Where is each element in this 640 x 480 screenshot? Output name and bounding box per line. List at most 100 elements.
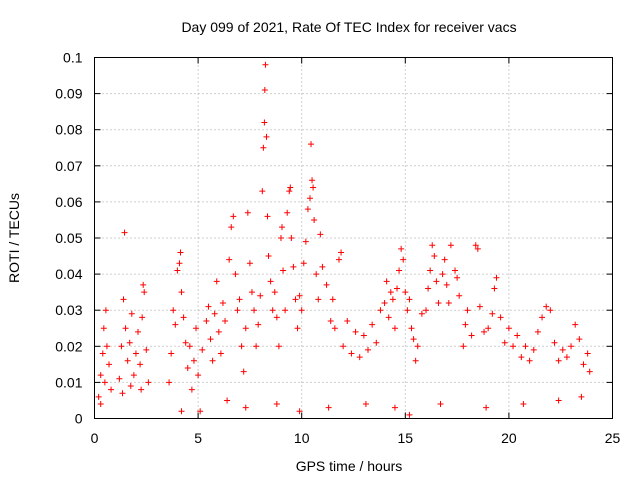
data-point: [309, 177, 316, 184]
data-point: [261, 86, 268, 93]
data-point: [184, 364, 191, 371]
data-point: [298, 307, 305, 314]
data-point: [182, 339, 189, 346]
data-point: [236, 296, 243, 303]
data-point: [118, 343, 125, 350]
data-point: [319, 263, 326, 270]
data-point: [408, 325, 415, 332]
data-point: [145, 379, 152, 386]
data-point: [178, 289, 185, 296]
data-point: [435, 299, 442, 306]
data-point: [402, 289, 409, 296]
data-point: [95, 393, 102, 400]
data-point: [143, 346, 150, 353]
data-point: [255, 321, 262, 328]
data-point: [539, 314, 546, 321]
data-point: [119, 390, 126, 397]
data-point: [383, 278, 390, 285]
data-point: [101, 379, 108, 386]
data-point: [410, 336, 417, 343]
data-point: [464, 307, 471, 314]
data-point: [586, 368, 593, 375]
data-point: [389, 296, 396, 303]
x-tick-label: 10: [294, 430, 310, 446]
y-tick-label: 0.04: [55, 266, 82, 282]
data-point: [177, 249, 184, 256]
data-point: [217, 350, 224, 357]
data-point: [518, 354, 525, 361]
data-point: [559, 346, 566, 353]
data-point: [240, 368, 247, 375]
data-point: [425, 285, 432, 292]
data-point: [296, 408, 303, 415]
data-point: [263, 133, 270, 140]
data-point: [302, 238, 309, 245]
data-point: [126, 339, 133, 346]
y-axis-title: ROTI / TECUs: [6, 193, 22, 283]
data-point: [137, 361, 144, 368]
data-point: [205, 303, 212, 310]
data-point: [284, 209, 291, 216]
data-point: [176, 260, 183, 267]
data-point: [391, 404, 398, 411]
data-point: [578, 393, 585, 400]
data-point: [277, 235, 284, 241]
data-point: [253, 343, 260, 350]
data-point: [323, 281, 330, 288]
x-tick-label: 20: [501, 430, 517, 446]
data-point: [296, 292, 303, 299]
data-point: [369, 321, 376, 328]
data-point: [271, 289, 278, 296]
data-point: [338, 249, 345, 256]
data-point: [462, 321, 469, 328]
data-point: [130, 372, 137, 379]
y-tick-label: 0.09: [55, 86, 82, 102]
data-point: [530, 346, 537, 353]
data-point: [547, 307, 554, 314]
y-tick-label: 0.07: [55, 158, 82, 174]
data-point: [269, 307, 276, 314]
x-tick-label: 15: [398, 430, 414, 446]
data-point: [385, 314, 392, 321]
data-point: [132, 350, 139, 357]
x-axis-title: GPS time / hours: [296, 458, 403, 474]
data-point: [280, 267, 287, 274]
data-point: [294, 325, 301, 332]
data-point: [292, 296, 299, 303]
data-point: [127, 383, 134, 390]
data-point: [174, 267, 181, 274]
data-point: [501, 339, 508, 346]
data-point: [510, 343, 517, 350]
data-point: [97, 401, 104, 408]
data-point: [287, 184, 294, 191]
data-point: [186, 343, 193, 350]
data-point: [387, 289, 394, 296]
y-tick-label: 0.03: [55, 302, 82, 318]
data-point: [261, 119, 268, 126]
data-point: [356, 354, 363, 361]
data-point: [215, 328, 222, 335]
data-point: [396, 267, 403, 274]
data-point: [251, 307, 258, 314]
data-point: [437, 401, 444, 408]
data-point: [290, 263, 297, 270]
data-point: [195, 372, 202, 379]
data-point: [135, 328, 142, 335]
data-point: [122, 325, 129, 332]
data-point: [491, 285, 498, 292]
data-point: [242, 404, 249, 411]
data-point: [199, 346, 206, 353]
data-point: [485, 325, 492, 332]
data-point: [445, 299, 452, 306]
data-point: [257, 292, 264, 299]
data-point: [234, 307, 241, 314]
data-point: [468, 332, 475, 339]
data-point: [170, 307, 177, 314]
data-point: [474, 245, 481, 252]
data-point: [443, 281, 450, 288]
data-point: [460, 343, 467, 350]
data-point: [264, 213, 271, 220]
data-point: [452, 267, 459, 274]
